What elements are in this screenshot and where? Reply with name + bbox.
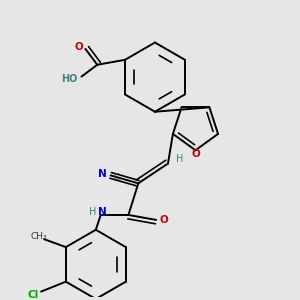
Text: O: O xyxy=(191,149,200,159)
Text: O: O xyxy=(160,215,168,225)
Text: C: C xyxy=(114,173,119,182)
Text: N: N xyxy=(98,207,107,217)
Text: O: O xyxy=(74,42,83,52)
Text: N: N xyxy=(98,169,107,179)
Text: Cl: Cl xyxy=(28,290,39,299)
Text: H: H xyxy=(176,154,184,164)
Text: H: H xyxy=(89,207,97,217)
Text: HO: HO xyxy=(61,74,78,84)
Text: CH₃: CH₃ xyxy=(31,232,47,241)
